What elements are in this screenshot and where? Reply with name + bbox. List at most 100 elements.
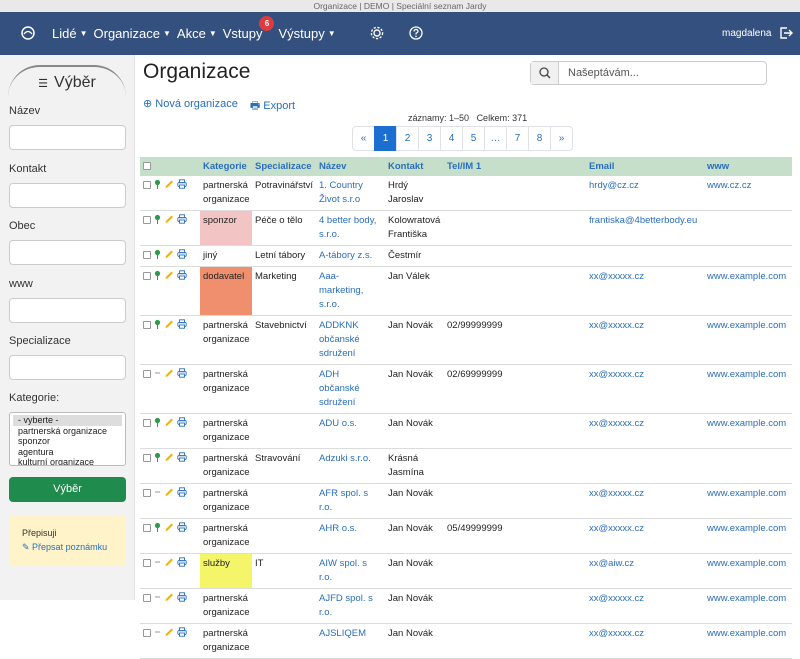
page-link[interactable]: 1 [374,126,397,151]
logout-icon[interactable] [779,26,793,40]
print-icon[interactable] [177,627,187,637]
column-header[interactable]: Kategorie [200,157,252,176]
note-link-text[interactable]: Přepsat poznámku [32,542,108,552]
settings-icon[interactable] [370,26,384,40]
table-cell[interactable]: AJFD spol. s r.o. [316,588,385,624]
user-name[interactable]: magdalena [722,28,772,39]
field-input[interactable] [9,355,126,380]
select-option[interactable]: - vyberte - [13,415,122,426]
edit-icon[interactable] [164,214,174,224]
select-option[interactable]: agentura [18,446,54,457]
table-cell[interactable]: xx@xxxxx.cz [586,364,704,414]
table-cell[interactable]: AHR o.s. [316,518,385,554]
print-icon[interactable] [177,368,187,378]
table-cell[interactable]: xx@xxxxx.cz [586,518,704,554]
table-cell[interactable]: www.example.com [704,364,792,414]
no-pin-icon[interactable] [154,487,161,497]
page-link[interactable]: 8 [528,126,551,151]
table-cell[interactable]: ADU o.s. [316,413,385,449]
pin-icon[interactable] [154,249,161,259]
field-input[interactable] [9,240,126,265]
checkbox[interactable] [143,419,151,427]
table-cell[interactable]: AFR spol. s r.o. [316,483,385,519]
table-cell[interactable]: ADDKNK občanské sdružení [316,315,385,365]
checkbox[interactable] [143,251,151,259]
table-cell[interactable]: xx@xxxxx.cz [586,483,704,519]
checkbox[interactable] [143,524,151,532]
no-pin-icon[interactable] [154,557,161,567]
print-icon[interactable] [177,319,187,329]
edit-icon[interactable] [164,522,174,532]
checkbox[interactable] [143,370,151,378]
table-cell[interactable]: xx@xxxxx.cz [586,623,704,659]
table-cell[interactable]: www.example.com [704,518,792,554]
edit-icon[interactable] [164,452,174,462]
edit-icon[interactable] [164,179,174,189]
pin-icon[interactable] [154,522,161,532]
print-icon[interactable] [177,179,187,189]
column-header[interactable]: Email [586,157,704,176]
table-cell[interactable]: xx@xxxxx.cz [586,315,704,365]
select-option[interactable]: kulturní organizace [18,457,95,466]
table-cell[interactable]: www.cz.cz [704,176,792,211]
table-cell[interactable]: Aaa-marketing, s.r.o. [316,266,385,316]
nav-label[interactable]: Organizace [93,26,160,41]
select-option[interactable]: partnerská organizace [18,425,108,436]
checkbox[interactable] [143,321,151,329]
no-pin-icon[interactable] [154,368,161,378]
field-input[interactable] [9,182,126,208]
nav-label[interactable]: Lidé [52,26,77,41]
page-link[interactable]: 7 [506,126,529,151]
nav-label[interactable]: Vstupy [222,26,263,41]
help-icon[interactable] [409,26,423,40]
edit-icon[interactable] [164,249,174,259]
page-link[interactable]: 3 [418,126,441,151]
table-cell[interactable]: 1. Country Život s.r.o [316,176,385,211]
pin-icon[interactable] [154,179,161,189]
table-cell[interactable]: xx@xxxxx.cz [586,266,704,316]
pin-icon[interactable] [154,214,161,224]
print-icon[interactable] [177,417,187,427]
print-icon[interactable] [177,270,187,280]
nav-item[interactable]: Výstupy ▼ [278,26,335,41]
print-icon[interactable] [177,214,187,224]
nav-item[interactable]: Akce ▼ [177,26,217,41]
table-cell[interactable]: xx@xxxxx.cz [586,413,704,449]
print-icon[interactable] [177,249,187,259]
page-link[interactable]: 4 [440,126,463,151]
field-input[interactable] [9,297,126,323]
checkbox[interactable] [143,629,151,637]
table-cell[interactable]: www.example.com [704,413,792,449]
print-icon[interactable] [177,522,187,532]
page-link[interactable]: « [352,126,375,151]
column-header[interactable]: Specializace [252,157,316,176]
checkbox[interactable] [143,559,151,567]
checkbox[interactable] [143,594,151,602]
page-link[interactable]: 5 [462,126,485,151]
checkbox[interactable] [143,181,151,189]
edit-icon[interactable] [164,592,174,602]
edit-icon[interactable] [164,270,174,280]
pin-icon[interactable] [154,319,161,329]
edit-icon[interactable] [164,417,174,427]
table-cell[interactable]: Adzuki s.r.o. [316,448,385,484]
search-box[interactable]: Našeptávám... [530,61,767,85]
pin-icon[interactable] [154,417,161,427]
table-cell[interactable]: A-tábory z.s. [316,245,385,267]
table-cell[interactable]: www.example.com [704,483,792,519]
checkbox[interactable] [143,272,151,280]
table-cell[interactable]: frantiska@4betterbody.eu [586,210,704,246]
table-cell[interactable]: xx@aiw.cz [586,553,704,589]
page-link[interactable]: » [550,126,573,151]
nav-label[interactable]: Výstupy [278,26,325,41]
table-cell[interactable]: xx@xxxxx.cz [586,588,704,624]
checkbox[interactable] [143,216,151,224]
page-link[interactable]: … [484,126,507,151]
table-cell[interactable]: 4 better body, s.r.o. [316,210,385,246]
print-icon[interactable] [177,592,187,602]
note-link[interactable]: ✎ Přepsat poznámku [22,542,108,552]
table-cell[interactable]: AJSLIQEM [316,623,385,659]
checkbox[interactable] [143,162,151,170]
table-cell[interactable]: AIW spol. s r.o. [316,553,385,589]
edit-icon[interactable] [164,557,174,567]
